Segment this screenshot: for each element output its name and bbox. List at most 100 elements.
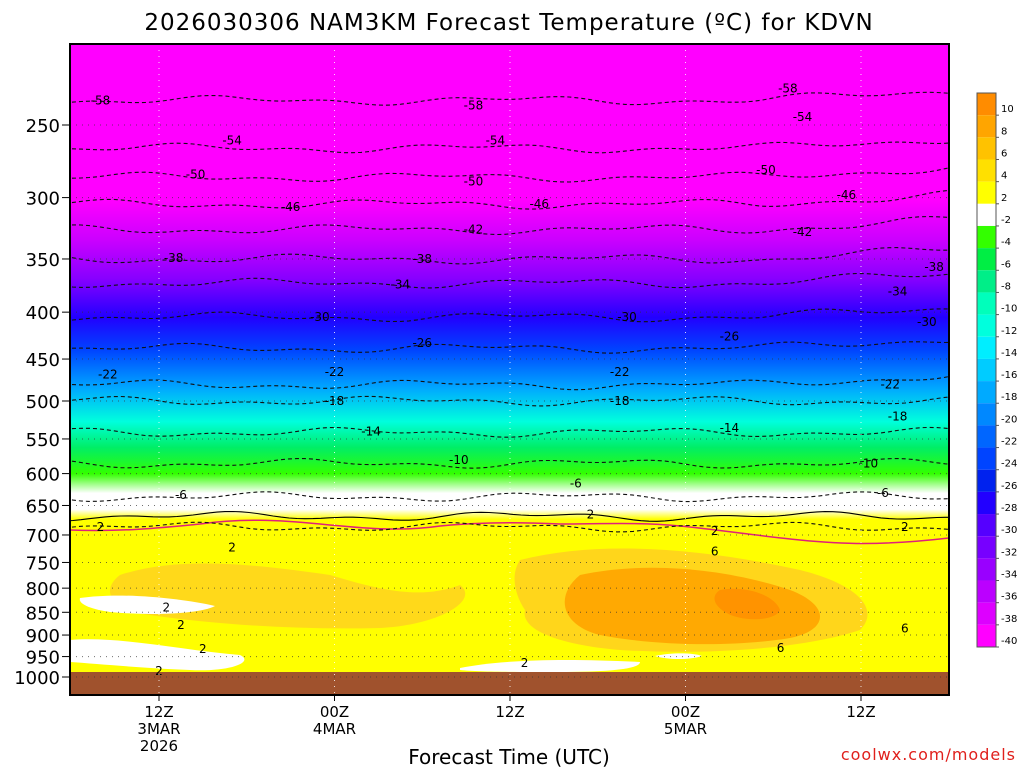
colorbar-swatch — [977, 314, 996, 337]
y-tick-label: 800 — [26, 579, 60, 600]
colorbar-swatch — [977, 358, 996, 382]
contour-line — [70, 167, 949, 183]
contour-label: -58 — [778, 81, 798, 95]
x-tick-label: 00Z — [320, 703, 349, 721]
y-tick-label: 600 — [26, 465, 60, 486]
colorbar-label: -2 — [1001, 215, 1011, 226]
cold-pocket-right — [655, 653, 702, 659]
contour-line — [70, 341, 949, 354]
colorbar-swatch — [977, 248, 996, 271]
contour-label: -22 — [610, 365, 630, 379]
colorbar-label: -34 — [1001, 570, 1017, 581]
y-tick-label: 850 — [26, 603, 60, 624]
contour-line — [70, 216, 949, 236]
colorbar-swatch — [977, 181, 996, 204]
colorbar-label: -28 — [1001, 503, 1017, 514]
colorbar-swatch — [977, 469, 996, 492]
contour-label: -22 — [880, 378, 900, 392]
contour-line — [70, 247, 949, 265]
colorbar-swatch — [977, 491, 996, 515]
colorbar-label: -18 — [1001, 392, 1017, 403]
colorbar-label: -24 — [1001, 459, 1017, 470]
x-tick-label: 00Z — [671, 703, 700, 721]
contour-label: 2 — [199, 642, 207, 656]
contour-label: -58 — [464, 98, 484, 112]
contour-line — [70, 426, 949, 438]
colorbar-label: -12 — [1001, 326, 1017, 337]
contour-label: -38 — [412, 252, 432, 266]
y-tick-label: 400 — [26, 303, 60, 324]
colorbar-label: -26 — [1001, 481, 1017, 492]
colorbar-label: 6 — [1001, 148, 1007, 159]
colorbar-label: 2 — [1001, 193, 1007, 204]
y-tick-label: 750 — [26, 553, 60, 574]
colorbar-label: -6 — [1001, 259, 1011, 270]
contour-label: -6 — [877, 486, 889, 500]
contour-line — [70, 457, 949, 469]
contour-label: -38 — [164, 251, 184, 265]
y-tick-label: 250 — [26, 116, 60, 137]
colorbar-swatch — [977, 514, 996, 537]
colorbar-swatch — [977, 93, 996, 116]
contour-label: -42 — [793, 225, 813, 239]
x-tick-label: 12Z — [144, 703, 173, 721]
colorbar-swatch — [977, 292, 996, 315]
contour-label: 2 — [97, 520, 105, 534]
contour-label: -10 — [449, 453, 469, 467]
contour-label: 6 — [711, 545, 719, 559]
colorbar-label: -20 — [1001, 414, 1017, 425]
contour-label: -18 — [888, 410, 908, 424]
contour-label: -34 — [888, 285, 908, 299]
contour-label: -6 — [175, 488, 187, 502]
contour-line — [70, 91, 949, 106]
colorbar-label: 4 — [1001, 171, 1007, 182]
contour-label: -54 — [222, 134, 242, 148]
y-tick-label: 350 — [26, 250, 60, 271]
contour-label: 2 — [521, 656, 529, 670]
contour-label: -22 — [98, 368, 118, 382]
contour-label: 6 — [901, 621, 909, 635]
colorbar-label: 10 — [1001, 104, 1014, 115]
cold-pocket-left-2 — [79, 595, 215, 614]
contour-label: -46 — [281, 200, 301, 214]
contour-label: -50 — [756, 163, 776, 177]
colorbar-label: 8 — [1001, 126, 1007, 137]
contour-label: 6 — [777, 641, 785, 655]
colorbar-label: -36 — [1001, 592, 1017, 603]
contour-label: -54 — [793, 110, 813, 124]
contour-label: -46 — [837, 188, 857, 202]
contour-label: -50 — [186, 167, 206, 181]
colorbar-label: -10 — [1001, 304, 1017, 315]
x-tick-label: 12Z — [495, 703, 524, 721]
hot-spot — [714, 588, 780, 620]
x-tick-label: 3MAR — [137, 720, 180, 738]
colorbar-swatch — [977, 225, 996, 249]
colorbar: 10 8 6 4 2 -2 -4 -6 -8 -10 -12 -14 -16 -18 -20 -22 -24 -2… — [976, 92, 1017, 648]
cold-pocket-bottom — [460, 660, 640, 672]
contour-line — [70, 141, 949, 154]
colorbar-label: -22 — [1001, 437, 1017, 448]
colorbar-swatch — [977, 403, 996, 426]
y-tick-label: 550 — [26, 430, 60, 451]
y-tick-label: 950 — [26, 648, 60, 669]
colorbar-swatch — [977, 536, 996, 559]
contour-label: -6 — [570, 476, 582, 490]
colorbar-label: -4 — [1001, 237, 1011, 248]
contour-label: -30 — [310, 310, 330, 324]
colorbar-label: -8 — [1001, 281, 1011, 292]
y-tick-label: 1000 — [14, 668, 60, 689]
colorbar-swatch — [977, 203, 996, 226]
x-axis-label: Forecast Time (UTC) — [408, 745, 610, 768]
contour-label: -50 — [464, 174, 484, 188]
colorbar-swatch — [977, 447, 996, 470]
contour-label: 2 — [228, 540, 236, 554]
contour-line — [70, 491, 949, 503]
contour-line — [70, 521, 949, 533]
colorbar-swatch — [977, 602, 996, 625]
y-tick-label: 300 — [26, 189, 60, 210]
contour-line — [70, 395, 949, 407]
ground-layer — [70, 672, 949, 695]
chart-title: 2026030306 NAM3KM Forecast Temperature (… — [144, 10, 873, 36]
contour-label: 2 — [155, 664, 163, 678]
contour-label: -26 — [720, 329, 740, 343]
